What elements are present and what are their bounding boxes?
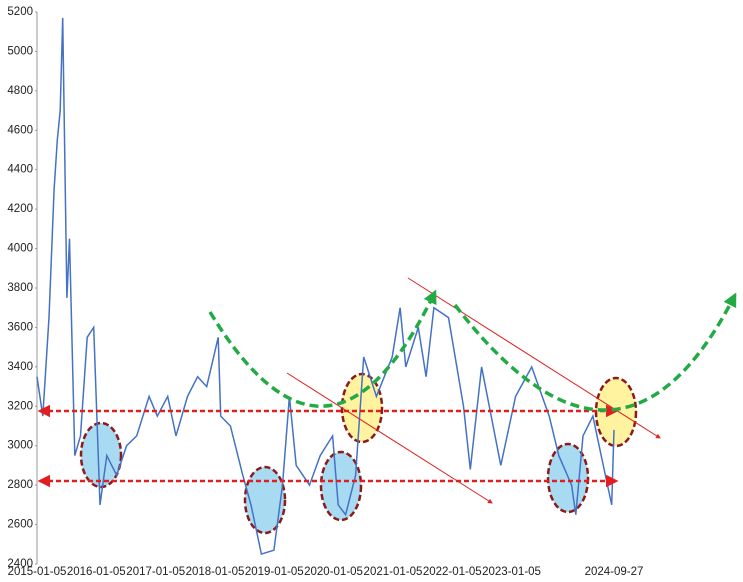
y-tick-label: 4200 bbox=[7, 203, 33, 215]
y-tick-label: 5200 bbox=[7, 6, 33, 18]
y-tick-label: 2800 bbox=[7, 479, 33, 491]
x-tick-label: 2015-01-05 bbox=[8, 566, 67, 578]
y-tick-label: 4400 bbox=[7, 164, 33, 176]
annotations-back bbox=[79, 372, 638, 535]
y-tick-label: 3600 bbox=[7, 321, 33, 333]
trend-arrow bbox=[407, 277, 661, 439]
x-tick-label: 2020-01-05 bbox=[304, 566, 363, 578]
y-tick-label: 3000 bbox=[7, 440, 33, 452]
circle-low bbox=[79, 421, 123, 489]
y-tick-label: 4600 bbox=[7, 124, 33, 136]
x-tick-label: 2021-01-05 bbox=[364, 566, 423, 578]
x-tick-label: 2022-01-05 bbox=[423, 566, 482, 578]
plot-area: 2400 2600 2800 3000 3200 3400 3600 3800 4000 4200… bbox=[7, 6, 643, 578]
y-tick-label: 2600 bbox=[7, 519, 33, 531]
annotations-front bbox=[37, 277, 737, 504]
y-tick-label: 4000 bbox=[7, 243, 33, 255]
trend-arrow bbox=[286, 372, 493, 504]
y-tick-label: 4800 bbox=[7, 85, 33, 97]
x-tick-label: 2023-01-05 bbox=[482, 566, 541, 578]
y-tick-label: 3400 bbox=[7, 361, 33, 373]
y-tick-label: 2400 bbox=[7, 558, 33, 570]
trend-curve bbox=[453, 292, 737, 412]
y-tick-label: 3800 bbox=[7, 282, 33, 294]
y-tick-label: 5000 bbox=[7, 45, 33, 57]
circle-low bbox=[243, 465, 287, 535]
x-tick-label: 2017-01-05 bbox=[126, 566, 185, 578]
trend-curve bbox=[208, 289, 437, 408]
y-tick-label: 3200 bbox=[7, 400, 33, 412]
x-tick-label: 2018-01-05 bbox=[186, 566, 245, 578]
x-tick-label: 2016-01-05 bbox=[67, 566, 126, 578]
x-tick-label: 2024-09-27 bbox=[585, 566, 644, 578]
x-tick-label: 2019-01-05 bbox=[245, 566, 304, 578]
